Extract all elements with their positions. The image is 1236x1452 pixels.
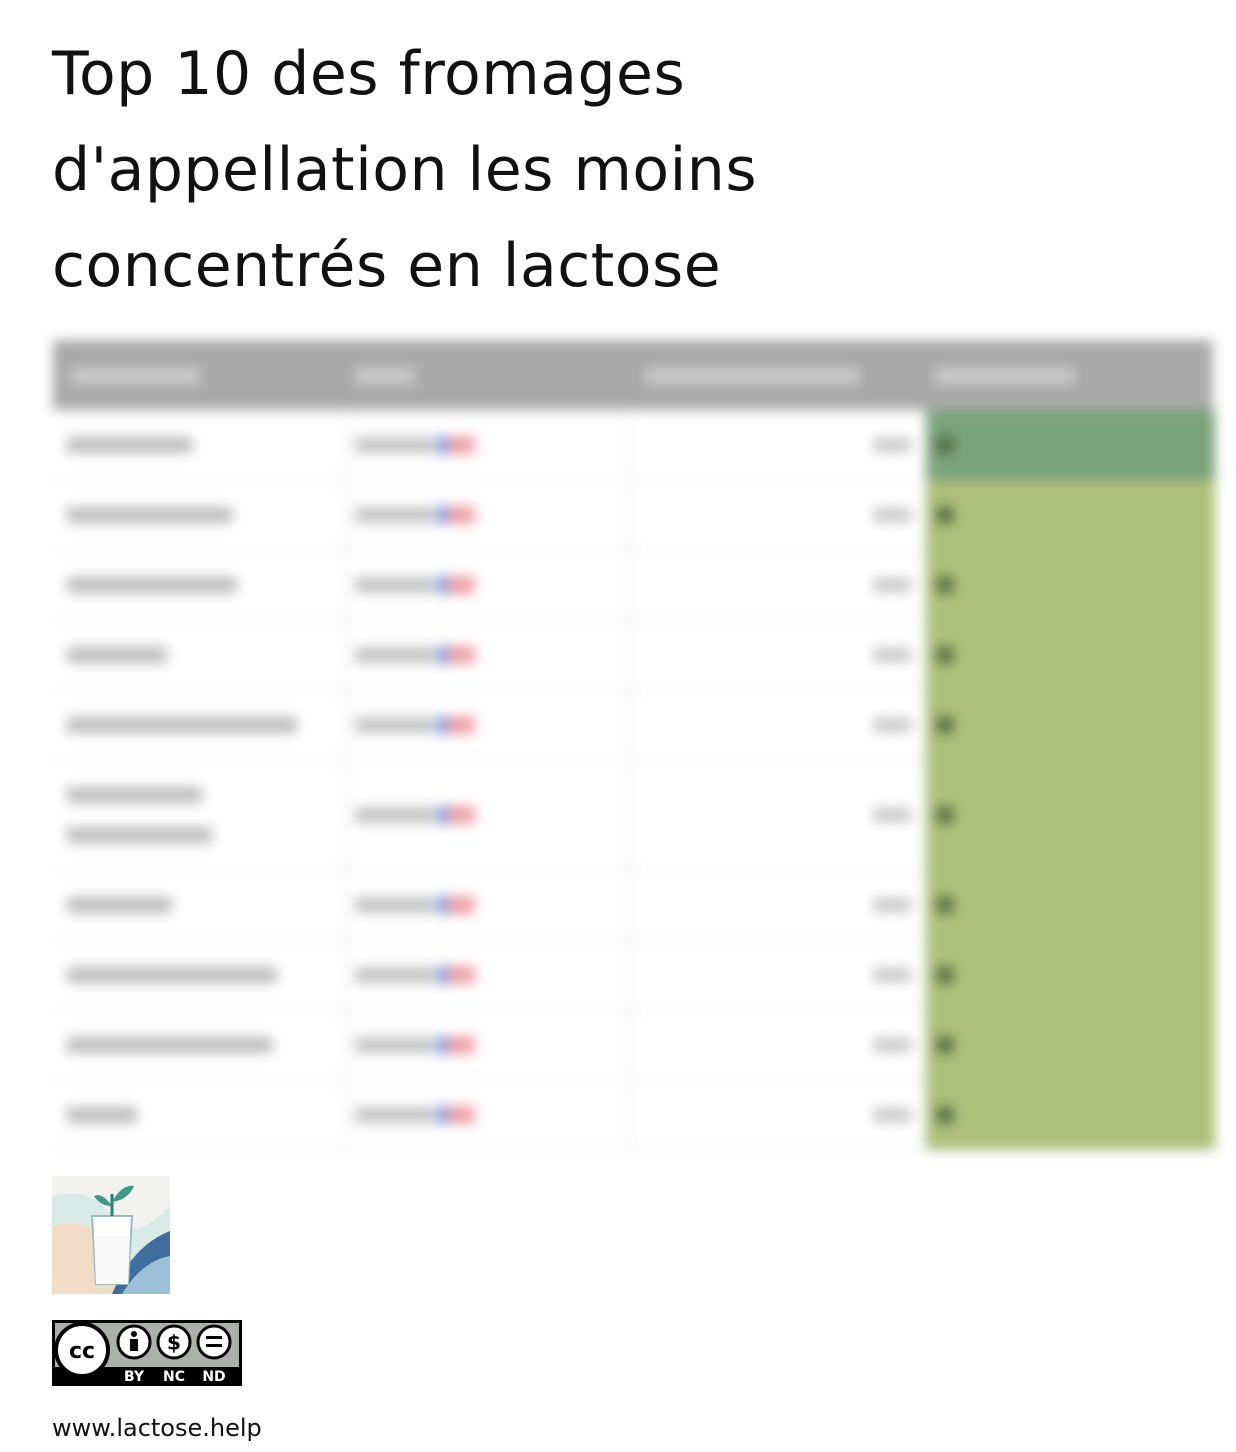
flag-blur (449, 646, 475, 664)
row-color (925, 480, 1215, 550)
flag-blur (449, 966, 475, 984)
cell-blur (67, 437, 192, 453)
cell-blur (355, 507, 435, 523)
cell-blur (355, 437, 435, 453)
cell-blur (937, 647, 953, 663)
row-color (925, 620, 1215, 690)
cell-blur (355, 807, 435, 823)
cell-blur (67, 577, 237, 593)
cell-blur (873, 438, 911, 452)
cell-blur (873, 508, 911, 522)
cell-blur (937, 437, 953, 453)
page-title: Top 10 des fromages d'appellation les mo… (52, 39, 758, 301)
cell-blur (937, 807, 953, 823)
flag-blur (437, 1036, 449, 1054)
flag-blur (437, 576, 449, 594)
cell-blur (355, 647, 435, 663)
flag-blur (437, 716, 449, 734)
flag-blur (449, 1106, 475, 1124)
cell-blur (937, 507, 953, 523)
blurred-table (45, 335, 1220, 1153)
row-color (925, 1010, 1215, 1080)
cell-blur (67, 647, 167, 663)
header-blur (645, 367, 860, 385)
site-url: www.lactose.help (52, 1414, 262, 1442)
cell-blur (937, 717, 953, 733)
cell-blur (355, 717, 435, 733)
license-label: BY (124, 1369, 145, 1385)
flag-blur (449, 716, 475, 734)
row-color (925, 870, 1215, 940)
flag-blur (449, 896, 475, 914)
header-blur (935, 367, 1075, 385)
flag-blur (437, 806, 449, 824)
flag-blur (437, 896, 449, 914)
flag-blur (449, 576, 475, 594)
flag-blur (449, 806, 475, 824)
license-badge: cc $ BY NC ND (52, 1320, 242, 1386)
license-label: NC (163, 1369, 185, 1385)
cell-blur (67, 1107, 137, 1123)
cell-blur (67, 787, 202, 803)
cell-blur (937, 897, 953, 913)
header-blur (355, 367, 415, 385)
flag-blur (437, 1106, 449, 1124)
cell-blur (355, 577, 435, 593)
row-color (925, 1080, 1215, 1150)
cell-blur (67, 827, 212, 843)
cell-blur (937, 577, 953, 593)
flag-blur (437, 506, 449, 524)
row-color (925, 410, 1215, 480)
row-color (925, 940, 1215, 1010)
flag-blur (449, 1036, 475, 1054)
cell-blur (873, 898, 911, 912)
cell-blur (355, 897, 435, 913)
cell-blur (937, 1037, 953, 1053)
cell-blur (937, 1107, 953, 1123)
flag-blur (449, 436, 475, 454)
cell-blur (873, 648, 911, 662)
cell-blur (937, 967, 953, 983)
flag-blur (437, 966, 449, 984)
license-label: ND (202, 1369, 225, 1385)
cell-blur (355, 967, 435, 983)
cell-blur (873, 718, 911, 732)
cell-blur (355, 1107, 435, 1123)
row-color (925, 690, 1215, 760)
logo (52, 1176, 170, 1294)
cell-blur (67, 717, 297, 733)
cell-blur (67, 507, 232, 523)
cc-label: cc (69, 1339, 95, 1364)
cell-blur (873, 578, 911, 592)
row-color (925, 760, 1215, 870)
cell-blur (873, 968, 911, 982)
cell-blur (355, 1037, 435, 1053)
row-color (925, 550, 1215, 620)
cell-blur (67, 897, 172, 913)
svg-text:$: $ (167, 1331, 181, 1355)
flag-blur (437, 646, 449, 664)
cell-blur (873, 1108, 911, 1122)
cell-blur (873, 808, 911, 822)
cell-blur (873, 1038, 911, 1052)
cell-blur (67, 1037, 272, 1053)
cell-blur (67, 967, 277, 983)
header-blur (70, 367, 200, 385)
flag-blur (449, 506, 475, 524)
flag-blur (437, 436, 449, 454)
